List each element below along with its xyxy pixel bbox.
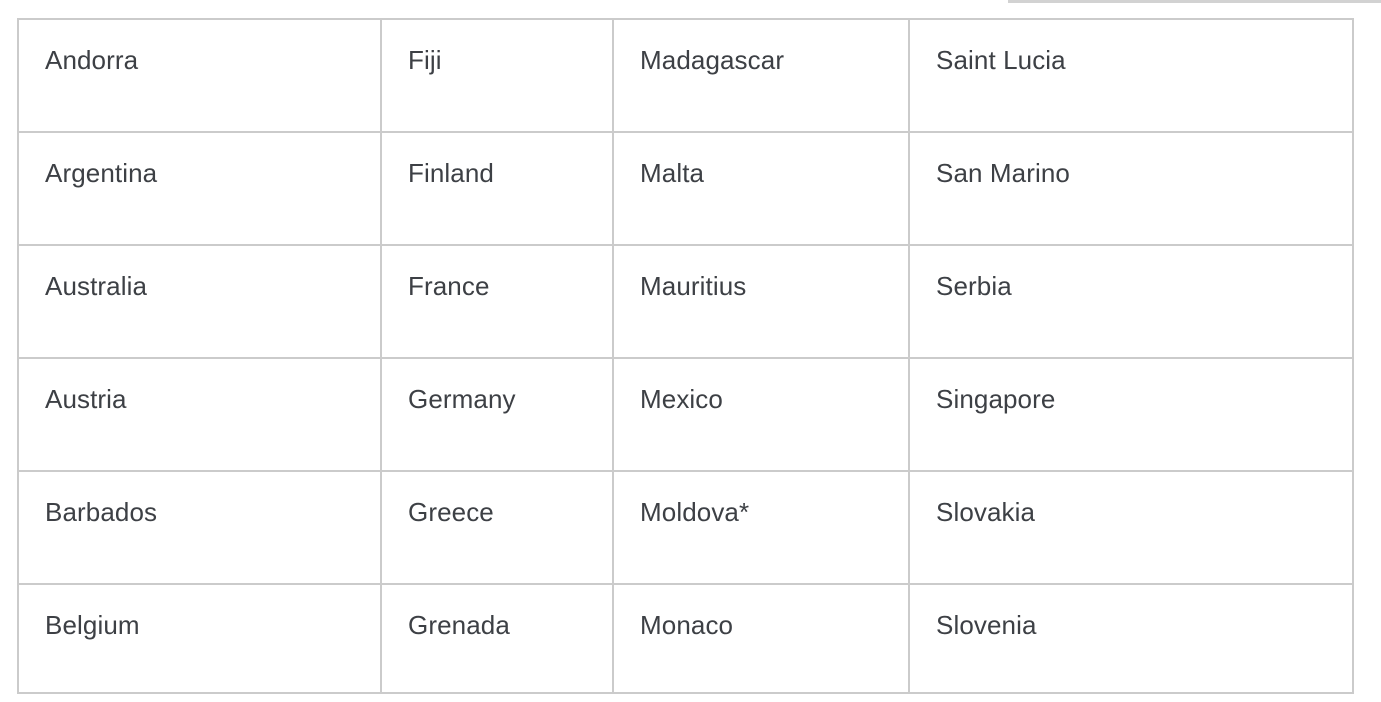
country-cell: Monaco <box>612 583 910 694</box>
country-cell: Malta <box>612 131 910 246</box>
country-cell: San Marino <box>908 131 1354 246</box>
country-cell: Singapore <box>908 357 1354 472</box>
country-cell: Germany <box>380 357 614 472</box>
table-row: Barbados Greece Moldova* Slovakia <box>17 470 1354 585</box>
country-cell: Slovakia <box>908 470 1354 585</box>
country-cell: Mauritius <box>612 244 910 359</box>
country-cell: Australia <box>17 244 382 359</box>
countries-table: Andorra Fiji Madagascar Saint Lucia Arge… <box>17 18 1354 694</box>
country-cell: Slovenia <box>908 583 1354 694</box>
country-cell: Grenada <box>380 583 614 694</box>
country-cell: Andorra <box>17 18 382 133</box>
table-row: Belgium Grenada Monaco Slovenia <box>17 583 1354 694</box>
table-row: Argentina Finland Malta San Marino <box>17 131 1354 246</box>
country-cell: Fiji <box>380 18 614 133</box>
country-cell: Belgium <box>17 583 382 694</box>
country-cell: France <box>380 244 614 359</box>
table-row: Australia France Mauritius Serbia <box>17 244 1354 359</box>
country-cell: Barbados <box>17 470 382 585</box>
country-cell: Saint Lucia <box>908 18 1354 133</box>
top-edge-strip <box>1008 0 1381 3</box>
country-cell: Serbia <box>908 244 1354 359</box>
country-cell: Moldova* <box>612 470 910 585</box>
country-cell: Austria <box>17 357 382 472</box>
table-row: Andorra Fiji Madagascar Saint Lucia <box>17 18 1354 133</box>
country-cell: Argentina <box>17 131 382 246</box>
country-cell: Greece <box>380 470 614 585</box>
country-cell: Madagascar <box>612 18 910 133</box>
table-row: Austria Germany Mexico Singapore <box>17 357 1354 472</box>
country-cell: Mexico <box>612 357 910 472</box>
country-cell: Finland <box>380 131 614 246</box>
